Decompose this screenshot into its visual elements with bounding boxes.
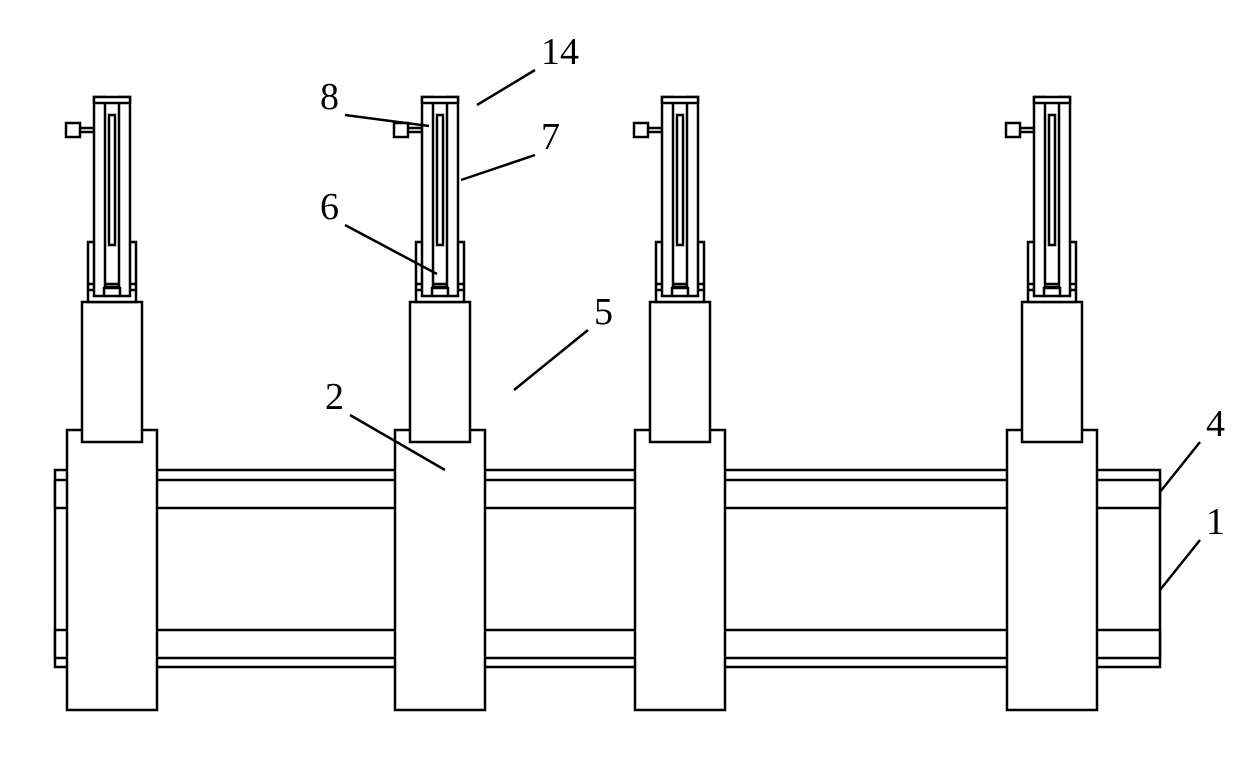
arm-cap bbox=[422, 97, 458, 103]
arm-wall-right bbox=[119, 97, 130, 296]
arm-wall-left bbox=[662, 97, 673, 296]
knob bbox=[66, 123, 80, 137]
sleeve bbox=[67, 430, 157, 710]
inner-post bbox=[82, 302, 142, 442]
arm-cap bbox=[94, 97, 130, 103]
arm-wall-right bbox=[447, 97, 458, 296]
knob bbox=[634, 123, 648, 137]
label-2: 2 bbox=[325, 376, 344, 418]
sleeve bbox=[395, 430, 485, 710]
sleeve bbox=[1007, 430, 1097, 710]
inner-slider bbox=[109, 115, 115, 245]
post-assembly-1 bbox=[394, 97, 485, 710]
label-14: 14 bbox=[541, 31, 579, 73]
knob bbox=[1006, 123, 1020, 137]
inner-post bbox=[410, 302, 470, 442]
label-4: 4 bbox=[1206, 403, 1225, 445]
label-7: 7 bbox=[541, 116, 560, 158]
inner-post bbox=[650, 302, 710, 442]
technical-drawing: 14 8 7 6 5 2 4 1 bbox=[0, 0, 1240, 759]
drawing-svg: 14 8 7 6 5 2 4 1 bbox=[0, 0, 1240, 759]
arm-cap bbox=[662, 97, 698, 103]
knob bbox=[394, 123, 408, 137]
label-8: 8 bbox=[320, 76, 339, 118]
post-assembly-2 bbox=[634, 97, 725, 710]
arm-wall-right bbox=[1059, 97, 1070, 296]
inner-post bbox=[1022, 302, 1082, 442]
label-1: 1 bbox=[1206, 501, 1225, 543]
sleeve bbox=[635, 430, 725, 710]
label-5: 5 bbox=[594, 291, 613, 333]
rail-bottom bbox=[55, 630, 1160, 658]
post-assembly-0 bbox=[66, 97, 157, 710]
base-bar bbox=[55, 470, 1160, 667]
label-6: 6 bbox=[320, 186, 339, 228]
arm-wall-left bbox=[94, 97, 105, 296]
arm-cap bbox=[1034, 97, 1070, 103]
rail-top bbox=[55, 480, 1160, 508]
arm-wall-right bbox=[687, 97, 698, 296]
inner-slider bbox=[677, 115, 683, 245]
arm-wall-left bbox=[1034, 97, 1045, 296]
inner-slider bbox=[437, 115, 443, 245]
inner-slider bbox=[1049, 115, 1055, 245]
post-assembly-3 bbox=[1006, 97, 1097, 710]
